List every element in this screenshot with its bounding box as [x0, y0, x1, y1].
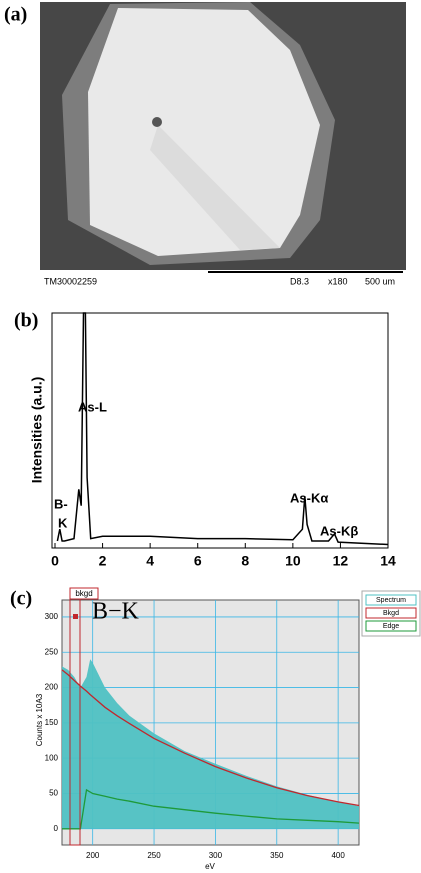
- panel-label: (b): [14, 310, 38, 332]
- legend-label: Edge: [383, 623, 399, 630]
- panel-label: (c): [10, 588, 32, 610]
- y-axis-label: Intensities (a.u.): [29, 377, 45, 484]
- sem-text: 500 um: [365, 276, 395, 286]
- bkgd-label-box: [69, 587, 99, 600]
- x-tick-label: 10: [285, 553, 301, 569]
- x-tick-label: 200: [86, 851, 100, 860]
- x-tick-label: 12: [333, 553, 349, 569]
- annotation: As-L: [78, 399, 107, 414]
- legend-label: Spectrum: [376, 597, 406, 604]
- legend-swatch: [365, 594, 417, 606]
- spectrum-area: [62, 659, 359, 829]
- x-tick-label: 300: [209, 851, 223, 860]
- y-axis-label: Counts x 10A3: [35, 693, 44, 746]
- panel-label: (a): [4, 4, 27, 26]
- x-tick-label: 350: [270, 851, 284, 860]
- series-line: [62, 788, 360, 830]
- y-tick-label: 150: [45, 718, 59, 727]
- y-tick-label: 200: [45, 683, 59, 692]
- sem-info-bar: [40, 270, 406, 290]
- x-tick-label: 4: [146, 553, 154, 569]
- annotation: B-: [54, 496, 68, 511]
- x-tick-label: 14: [380, 553, 396, 569]
- spectrum-line: [56, 312, 389, 546]
- x-tick-label: 6: [194, 553, 202, 569]
- y-tick-label: 50: [49, 789, 58, 798]
- x-tick-label: 0: [51, 553, 59, 569]
- y-tick-label: 100: [45, 753, 59, 762]
- bkgd-point: [73, 614, 78, 619]
- annotation: As-Kβ: [320, 523, 358, 538]
- crystal-pit: [152, 117, 162, 127]
- sem-text: D8.3: [290, 276, 309, 286]
- annotation: K: [58, 515, 68, 530]
- x-tick-label: 400: [331, 851, 345, 860]
- x-axis-label: eV: [205, 862, 215, 871]
- annotation: As-Kα: [290, 490, 328, 505]
- x-tick-label: 2: [99, 553, 107, 569]
- x-tick-label: 250: [147, 851, 161, 860]
- x-tick-label: 8: [241, 553, 249, 569]
- annotation: bkgd: [75, 589, 92, 598]
- annotation: B−K: [92, 599, 140, 625]
- sem-text: x180: [328, 276, 348, 286]
- crystal-facet: [150, 125, 280, 250]
- series-line: [61, 669, 360, 807]
- y-tick-label: 300: [45, 612, 59, 621]
- legend-swatch: [365, 620, 417, 632]
- sem-text: TM30002259: [44, 276, 97, 286]
- plot-frame: [51, 312, 389, 549]
- legend-swatch: [365, 607, 417, 619]
- crystal: [88, 8, 320, 256]
- y-tick-label: 0: [54, 824, 59, 833]
- legend-label: Bkgd: [383, 610, 399, 617]
- y-tick-label: 250: [45, 647, 59, 656]
